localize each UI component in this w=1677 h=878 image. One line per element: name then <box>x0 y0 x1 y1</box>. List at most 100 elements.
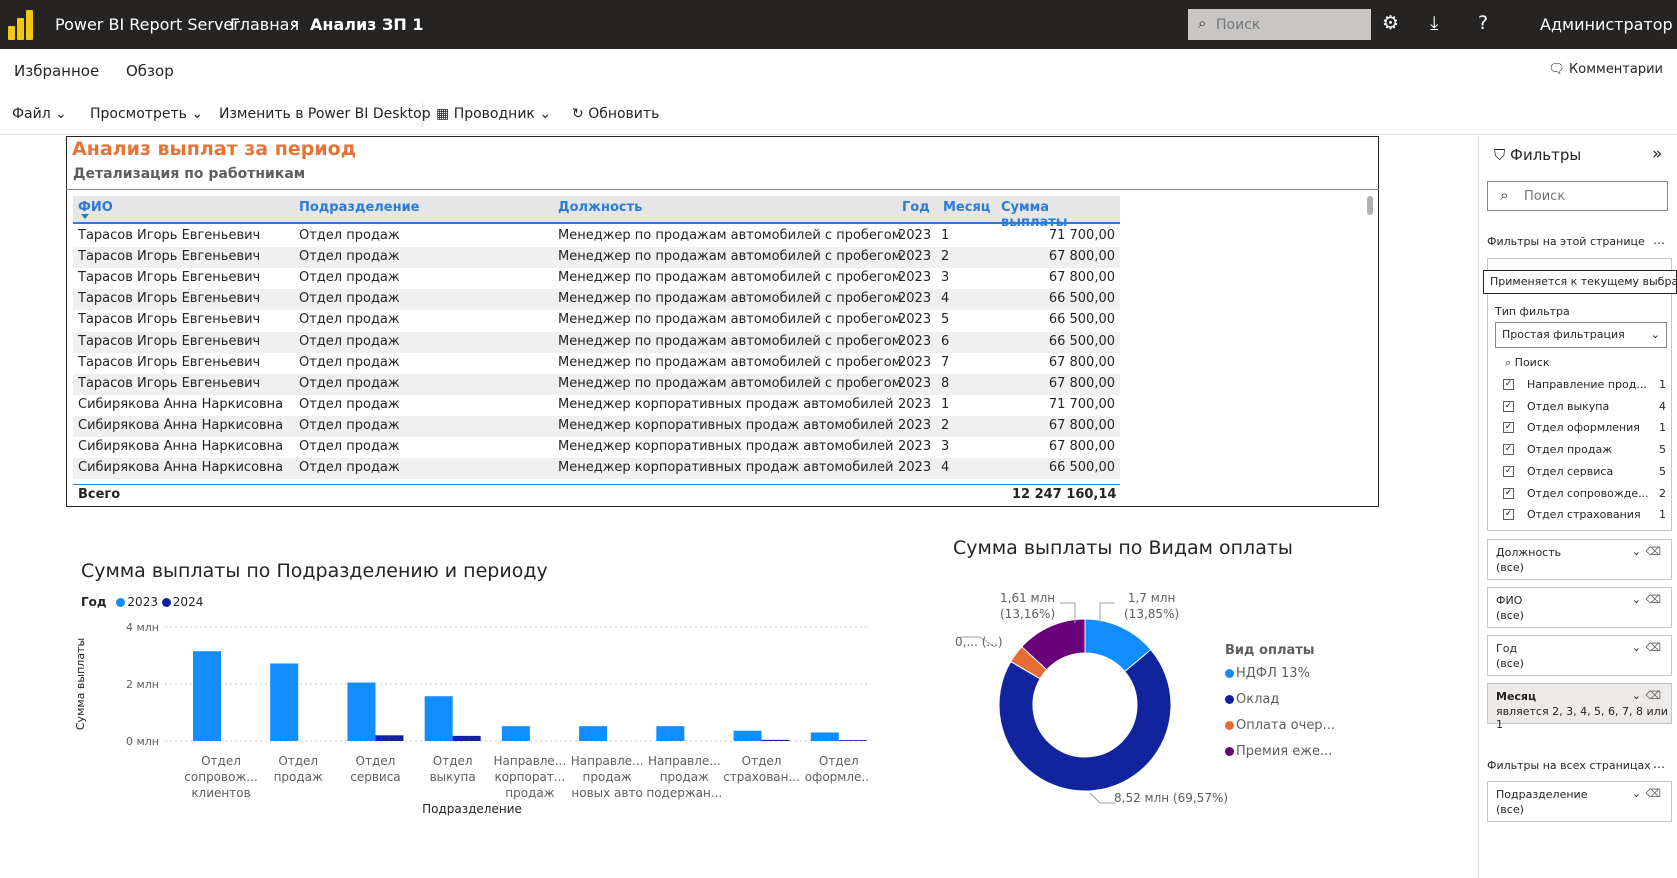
bar-2023[interactable] <box>424 696 453 741</box>
filter-card-expanded <box>1487 258 1672 531</box>
bar-2023[interactable] <box>656 726 685 741</box>
comments-button[interactable]: 🗨︎ Комментарии <box>1548 62 1663 77</box>
checkbox-checked-icon[interactable]: ✓ <box>1503 400 1514 412</box>
column-header[interactable]: Сумма выплаты <box>996 196 1120 230</box>
table-row[interactable]: Тарасов Игорь Евгеньевич Отдел продаж Мене… <box>73 373 1120 395</box>
file-menu[interactable]: Файл ⌄ <box>12 106 67 122</box>
table-cell: 2 <box>941 249 950 265</box>
table-row[interactable]: Сибирякова Анна Наркисовна Отдел продаж Ме… <box>73 437 1120 458</box>
edit-desktop-button[interactable]: Изменить в Power BI Desktop <box>219 106 431 122</box>
bar-2024[interactable] <box>838 740 867 741</box>
breadcrumb-home[interactable]: Главная <box>230 15 300 34</box>
table-visual[interactable] <box>66 136 1379 507</box>
bar-2023[interactable] <box>579 726 608 741</box>
x-tick-label: Отдел <box>278 754 318 768</box>
refresh-button[interactable]: ↻ Обновить <box>572 106 659 122</box>
checkbox-checked-icon[interactable]: ✓ <box>1503 422 1514 434</box>
filter-type-select[interactable]: Простая фильтрация ⌄ <box>1495 322 1667 348</box>
chevron-down-icon[interactable]: ⌄ <box>1631 641 1641 654</box>
nav-favorites[interactable]: Избранное <box>14 62 100 80</box>
more-options-icon[interactable]: … <box>1653 233 1665 247</box>
legend-item[interactable]: НДФЛ 13% <box>1225 666 1335 681</box>
nav-browse[interactable]: Обзор <box>126 62 174 80</box>
view-menu[interactable]: Просмотреть ⌄ <box>90 106 203 122</box>
filter-card[interactable]: ФИО (все) ⌄ ⌫ <box>1487 587 1672 628</box>
bar-2023[interactable] <box>347 682 376 741</box>
table-scrollbar[interactable] <box>1367 196 1373 215</box>
user-menu[interactable]: Администратор <box>1540 15 1673 34</box>
bar-2023[interactable] <box>270 663 299 741</box>
filter-card[interactable]: Должность (все) ⌄ ⌫ <box>1487 539 1672 580</box>
download-icon[interactable]: ⤓ <box>1430 12 1439 34</box>
checkbox-checked-icon[interactable]: ✓ <box>1503 487 1514 499</box>
donut-chart[interactable] <box>940 585 1200 815</box>
filter-card[interactable]: Год (все) ⌄ ⌫ <box>1487 635 1672 676</box>
clear-filter-icon[interactable]: ⌫ <box>1645 545 1661 558</box>
explorer-menu[interactable]: ▦ Проводник ⌄ <box>436 106 551 122</box>
bar-2024[interactable] <box>761 739 790 741</box>
filter-inner-search[interactable]: ⌕ Поиск <box>1505 356 1550 370</box>
donut-slice[interactable] <box>998 648 1172 792</box>
filter-checkbox-item[interactable]: ✓ Отдел сопровожде... 2 <box>1503 486 1668 504</box>
table-row[interactable]: Тарасов Игорь Евгеньевич Отдел продаж Мене… <box>73 353 1120 374</box>
table-row[interactable]: Сибирякова Анна Наркисовна Отдел продаж Ме… <box>73 415 1120 437</box>
bar-2023[interactable] <box>733 730 762 741</box>
filter-checkbox-item[interactable]: ✓ Направление прод... 1 <box>1503 377 1668 395</box>
checkbox-checked-icon[interactable]: ✓ <box>1503 444 1514 456</box>
sort-desc-icon[interactable] <box>81 214 89 219</box>
column-header[interactable]: Должность <box>553 196 897 222</box>
filters-search-input[interactable] <box>1487 181 1668 211</box>
more-options-icon[interactable]: … <box>1653 757 1665 771</box>
filter-checkbox-item[interactable]: ✓ Отдел сервиса 5 <box>1503 464 1668 482</box>
collapse-pane-icon[interactable]: » <box>1652 144 1663 164</box>
table-row[interactable]: Сибирякова Анна Наркисовна Отдел продаж Ме… <box>73 458 1120 480</box>
app-name[interactable]: Power BI Report Server <box>55 15 240 34</box>
column-header[interactable]: Месяц <box>938 196 996 222</box>
legend-item-2024[interactable]: 2024 <box>161 595 203 609</box>
checkbox-checked-icon[interactable]: ✓ <box>1503 509 1514 521</box>
gear-icon[interactable]: ⚙ <box>1382 12 1400 34</box>
donut-slice[interactable] <box>1021 618 1086 671</box>
table-row[interactable]: Тарасов Игорь Евгеньевич Отдел продаж Мене… <box>73 247 1120 269</box>
filter-checkbox-item[interactable]: ✓ Отдел оформления 1 <box>1503 420 1668 438</box>
filter-checkbox-item[interactable]: ✓ Отдел продаж 5 <box>1503 442 1668 460</box>
filter-checkbox-item[interactable]: ✓ Отдел выкупа 4 <box>1503 399 1668 417</box>
filters-header: ⛉ Фильтры <box>1494 146 1581 164</box>
filter-card[interactable]: Месяц является 2, 3, 4, 5, 6, 7, 8 или 1 ⌄… <box>1487 683 1672 731</box>
x-tick-label: оформле... <box>805 770 870 784</box>
filter-checkbox-item[interactable]: ✓ Отдел страхования 1 <box>1503 507 1668 525</box>
column-header[interactable]: Год <box>897 196 938 222</box>
chevron-down-icon[interactable]: ⌄ <box>1631 593 1641 606</box>
table-row[interactable]: Тарасов Игорь Евгеньевич Отдел продаж Мене… <box>73 310 1120 331</box>
checkbox-checked-icon[interactable]: ✓ <box>1503 379 1514 390</box>
bar-2023[interactable] <box>810 732 839 741</box>
column-header[interactable]: Подразделение <box>294 196 553 222</box>
powerbi-logo-icon[interactable] <box>8 10 34 40</box>
legend-item-2023[interactable]: 2023 <box>116 595 158 609</box>
bar-2023[interactable] <box>193 651 221 741</box>
bar-chart[interactable]: 0 млн 2 млн 4 млн Сумма выплаты Отдел сопрово… <box>70 610 870 820</box>
chevron-down-icon[interactable]: ⌄ <box>1631 787 1641 800</box>
chevron-down-icon[interactable]: ⌄ <box>1631 689 1641 702</box>
filter-card[interactable]: Подразделение (все) ⌄ ⌫ <box>1487 781 1672 822</box>
table-row[interactable]: Сибирякова Анна Наркисовна Отдел продаж Ме… <box>73 395 1120 416</box>
table-row[interactable]: Тарасов Игорь Евгеньевич Отдел продаж Мене… <box>73 226 1120 247</box>
bar-2023[interactable] <box>501 726 530 741</box>
bar-2024[interactable] <box>452 735 481 741</box>
clear-filter-icon[interactable]: ⌫ <box>1645 787 1661 800</box>
legend-item[interactable]: Оклад <box>1225 692 1335 707</box>
search-input[interactable] <box>1188 9 1371 40</box>
clear-filter-icon[interactable]: ⌫ <box>1645 641 1661 654</box>
checkbox-checked-icon[interactable]: ✓ <box>1503 465 1514 477</box>
table-row[interactable]: Тарасов Игорь Евгеньевич Отдел продаж Мене… <box>73 268 1120 289</box>
help-icon[interactable]: ? <box>1478 12 1489 34</box>
legend-item[interactable]: Премия еже... <box>1225 744 1335 759</box>
legend-item[interactable]: Оплата очер... <box>1225 718 1335 733</box>
clear-filter-icon[interactable]: ⌫ <box>1645 593 1661 606</box>
table-row[interactable]: Тарасов Игорь Евгеньевич Отдел продаж Мене… <box>73 331 1120 353</box>
table-row[interactable]: Тарасов Игорь Евгеньевич Отдел продаж Мене… <box>73 289 1120 311</box>
clear-filter-icon[interactable]: ⌫ <box>1645 689 1661 702</box>
bar-2024[interactable] <box>375 735 404 741</box>
chevron-down-icon[interactable]: ⌄ <box>1631 545 1641 558</box>
column-header[interactable]: ФИО <box>73 196 294 222</box>
